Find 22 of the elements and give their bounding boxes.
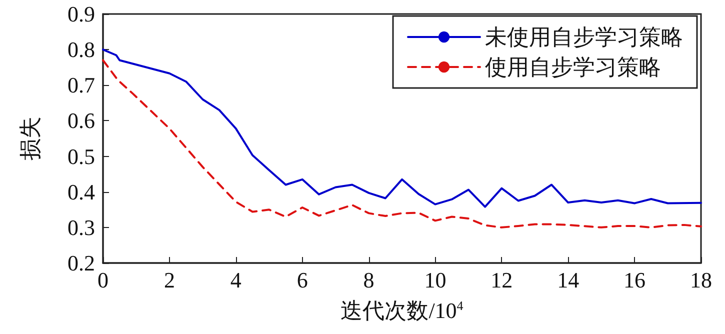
x-tick-label: 0 <box>98 268 108 292</box>
y-tick-label: 0.9 <box>68 2 95 26</box>
y-tick-label: 0.4 <box>68 179 95 204</box>
x-tick-label: 8 <box>363 268 374 292</box>
y-tick-label: 0.5 <box>68 144 95 169</box>
x-tick-label: 18 <box>690 268 712 292</box>
legend-label: 未使用自步学习策略 <box>485 24 683 50</box>
y-tick-label: 0.6 <box>68 108 95 134</box>
y-tick-label: 0.8 <box>68 37 95 62</box>
x-tick-label: 10 <box>424 268 446 292</box>
y-tick-label: 0.3 <box>68 214 95 240</box>
x-tick-label: 16 <box>624 268 646 292</box>
y-tick-label: 0.7 <box>68 72 95 98</box>
x-tick-label: 6 <box>296 268 308 292</box>
x-tick-label: 4 <box>230 268 242 292</box>
y-tick-label: 0.2 <box>68 250 95 276</box>
line-series <box>102 48 702 208</box>
x-tick-label: 12 <box>490 268 513 292</box>
y-axis-title: 损失 <box>18 116 42 160</box>
legend-label: 使用自步学习策略 <box>485 54 661 80</box>
x-tick-label: 14 <box>557 268 580 292</box>
x-tick-label: 2 <box>164 268 175 292</box>
